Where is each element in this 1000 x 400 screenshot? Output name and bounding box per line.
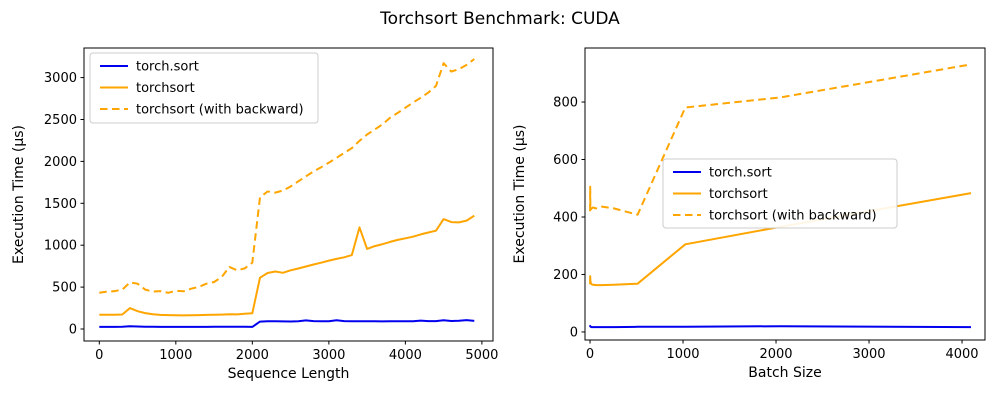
figure-title: Torchsort Benchmark: CUDA: [380, 9, 620, 29]
series-line-torchsort: [99, 214, 475, 317]
legend-box: [89, 52, 319, 124]
x-tick-label: 0: [95, 348, 103, 363]
y-tick-label: 400: [553, 210, 578, 225]
legend-label: torchsort: [709, 187, 768, 202]
x-axis-label: Sequence Length: [228, 366, 350, 382]
y-tick-label: 500: [52, 281, 77, 296]
series-line-torchsort-with-backward-: [99, 58, 475, 294]
x-axis-label: Batch Size: [748, 365, 821, 381]
legend-label: torchsort (with backward): [709, 209, 877, 224]
y-tick-label: 1000: [44, 239, 77, 254]
series-line-torchsort: [589, 192, 972, 287]
y-tick-label: 1500: [44, 197, 77, 212]
plot-frame: [584, 47, 986, 341]
y-tick-label: 0: [69, 323, 77, 338]
x-tick-label: 4000: [945, 347, 978, 362]
x-tick-label: 2000: [759, 347, 792, 362]
x-tick-label: 5000: [465, 348, 498, 363]
legend-label: torch.sort: [136, 60, 199, 75]
x-tick-label: 3000: [852, 347, 885, 362]
x-tick-label: 4000: [389, 348, 422, 363]
legend-box: [662, 158, 898, 229]
y-tick-label: 0: [570, 325, 578, 340]
y-axis-label: Execution Time (µs): [512, 125, 528, 264]
x-tick-label: 3000: [312, 348, 345, 363]
plot-frame: [83, 47, 494, 342]
x-tick-label: 0: [586, 347, 594, 362]
x-tick-label: 1000: [666, 347, 699, 362]
legend-label: torchsort: [136, 81, 195, 96]
y-tick-label: 3000: [44, 71, 77, 86]
y-tick-label: 800: [553, 96, 578, 111]
legend-label: torchsort (with backward): [136, 103, 304, 118]
y-tick-label: 200: [553, 268, 578, 283]
y-tick-label: 2500: [44, 113, 77, 128]
y-tick-label: 2000: [44, 155, 77, 170]
x-tick-label: 1000: [159, 348, 192, 363]
series-line-torchsort-with-backward-: [589, 63, 972, 216]
legend-label: torch.sort: [709, 166, 772, 181]
series-line-torch.sort: [589, 324, 972, 329]
y-axis-label: Execution Time (µs): [11, 125, 27, 264]
x-tick-label: 2000: [236, 348, 269, 363]
series-line-torch.sort: [99, 319, 475, 328]
y-tick-label: 600: [553, 153, 578, 168]
